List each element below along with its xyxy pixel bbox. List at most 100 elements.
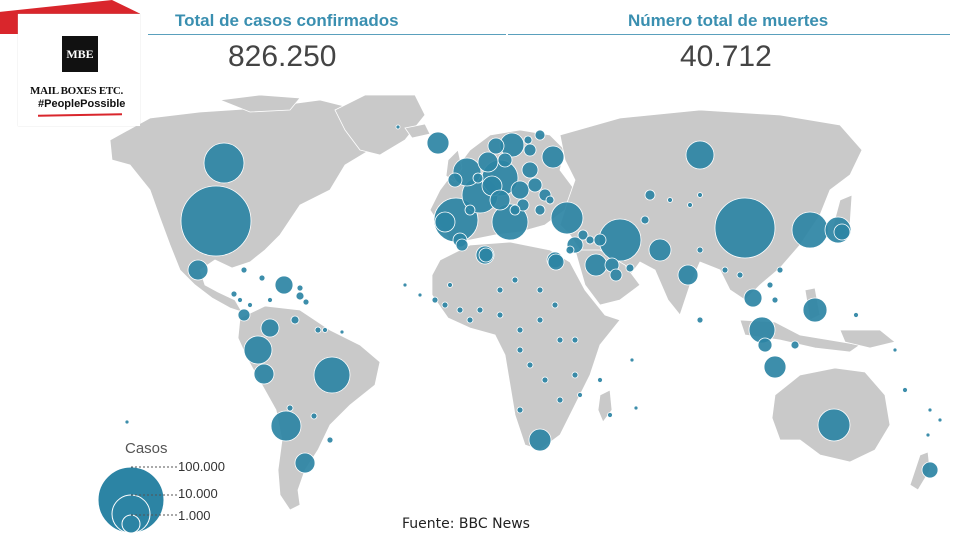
case-bubble (721, 266, 729, 274)
legend-label-1000: 1.000 (178, 508, 211, 523)
mbe-mark: MBE (62, 36, 98, 72)
case-bubble (516, 406, 524, 414)
case-bubble (633, 405, 639, 411)
bubble-algeria (478, 247, 494, 263)
case-bubble (644, 189, 656, 201)
case-bubble (511, 276, 519, 284)
case-bubble (247, 302, 253, 308)
bubble-india (677, 264, 699, 286)
new-guinea (839, 329, 896, 349)
case-bubble (230, 290, 238, 298)
legend-circle-1000 (121, 514, 141, 534)
case-bubble (431, 296, 439, 304)
case-bubble (441, 301, 449, 309)
legend-title: Casos (125, 440, 168, 457)
case-bubble (776, 266, 784, 274)
bubble-denmark (497, 152, 513, 168)
bubble-thailand (743, 288, 763, 308)
bubble-new-zealand (921, 461, 939, 479)
case-bubble (456, 306, 464, 314)
case-bubble (267, 297, 273, 303)
bubble-switzerland (489, 189, 511, 211)
case-bubble (258, 274, 266, 282)
case-bubble (925, 432, 931, 438)
deaths-title: Número total de muertes (628, 11, 829, 30)
case-bubble (527, 177, 543, 193)
case-bubble (322, 327, 328, 333)
bubble-ecuador (243, 335, 273, 365)
case-bubble (892, 347, 898, 353)
case-bubble (853, 312, 859, 318)
case-bubble (496, 286, 504, 294)
case-bubble (687, 202, 693, 208)
case-bubble (476, 306, 484, 314)
case-bubble (240, 266, 248, 274)
mbe-logo: MBE MAIL BOXES ETC. #PeoplePossible (18, 14, 140, 126)
case-bubble (314, 326, 322, 334)
case-bubble (545, 195, 555, 205)
cases-rule (148, 34, 506, 35)
case-bubble (696, 246, 704, 254)
case-bubble (534, 204, 546, 216)
bubble-dominican (274, 275, 294, 295)
greenland (334, 94, 426, 156)
case-bubble (447, 282, 453, 288)
case-bubble (541, 376, 549, 384)
case-bubble (466, 316, 474, 324)
bubble-singapore (757, 337, 773, 353)
bubble-canada (203, 142, 245, 184)
bubble-morocco (455, 238, 469, 252)
case-bubble (551, 301, 559, 309)
case-bubble (902, 387, 908, 393)
case-bubble (565, 245, 575, 255)
case-bubble (395, 124, 401, 130)
asia (559, 109, 863, 316)
arctic-islands (219, 94, 301, 113)
case-bubble (607, 412, 613, 418)
case-bubble (464, 204, 476, 216)
case-bubble (629, 357, 635, 363)
case-bubble (496, 311, 504, 319)
south-america (237, 305, 381, 511)
case-bubble (640, 215, 650, 225)
bubble-iceland (426, 131, 450, 155)
case-bubble (124, 419, 130, 425)
legend-label-10000: 10.000 (178, 486, 218, 501)
case-bubble (766, 281, 774, 289)
bubble-mexico (187, 259, 209, 281)
new-zealand (909, 451, 931, 491)
case-bubble (534, 129, 546, 141)
bubble-austria (510, 180, 530, 200)
case-bubble (571, 336, 579, 344)
case-bubble (536, 316, 544, 324)
bubble-colombia (260, 318, 280, 338)
case-bubble (937, 417, 943, 423)
logo-underline (37, 113, 123, 117)
bubble-peru (253, 363, 275, 385)
cases-value: 826.250 (228, 40, 337, 73)
bubble-usa (180, 185, 252, 257)
case-bubble (509, 204, 521, 216)
legend-circles (97, 466, 178, 534)
case-bubbles (124, 124, 943, 479)
cases-title: Total de casos confirmados (175, 11, 399, 30)
case-bubble (771, 296, 779, 304)
deaths-value: 40.712 (680, 40, 772, 73)
case-bubble (585, 235, 595, 245)
case-bubble (339, 329, 345, 335)
bubble-south-korea (791, 211, 829, 249)
case-bubble (927, 407, 933, 413)
bubble-philippines (802, 297, 828, 323)
bubble-south-africa (528, 428, 552, 452)
bubble-russia (541, 145, 565, 169)
bubble-indonesia (763, 355, 787, 379)
case-bubble (516, 346, 524, 354)
case-bubble (790, 340, 800, 350)
bubble-china (714, 197, 776, 259)
bubble-australia (817, 408, 851, 442)
case-bubble (833, 223, 851, 241)
case-bubble (302, 298, 310, 306)
bubble-portugal (434, 211, 456, 233)
case-bubble (556, 396, 564, 404)
bubble-netherlands (477, 151, 499, 173)
